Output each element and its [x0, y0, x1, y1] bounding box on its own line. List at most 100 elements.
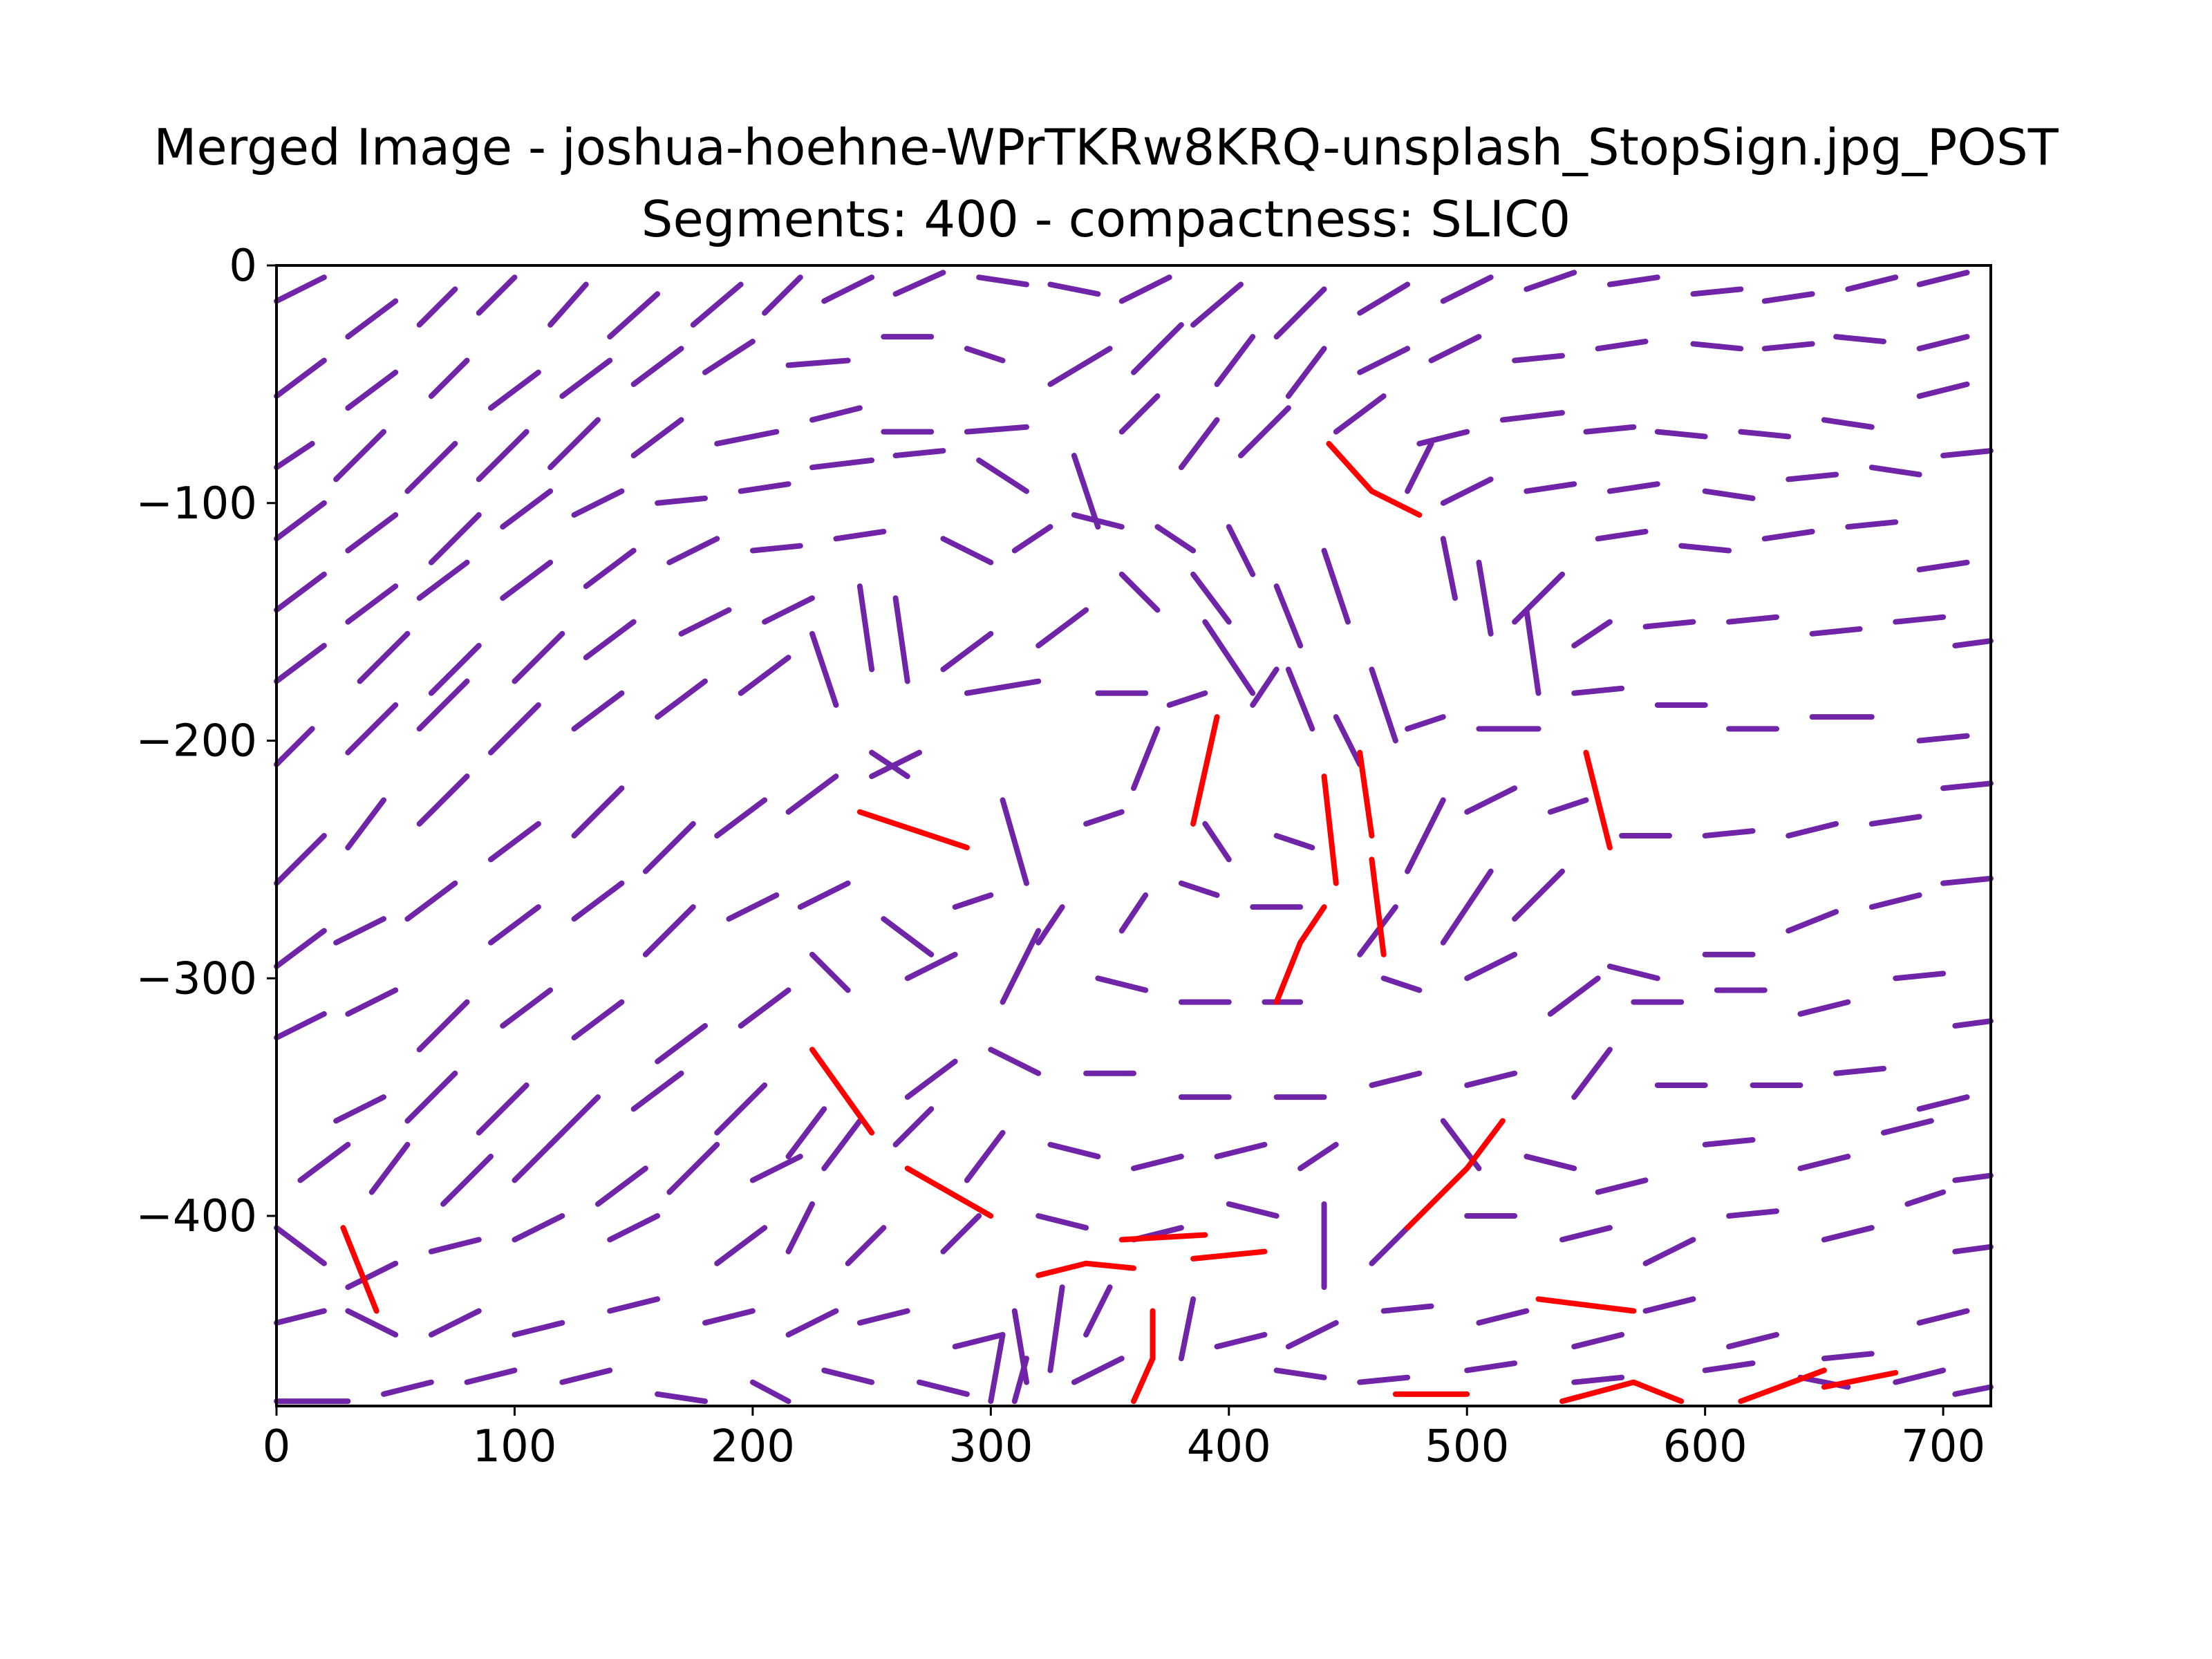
series-0-segment-90 — [345, 583, 399, 625]
series-0-segment-254 — [1797, 1154, 1851, 1172]
series-0-segment-241 — [666, 1141, 720, 1195]
series-0-segment-194 — [1868, 892, 1922, 910]
series-0-segment-172 — [1868, 814, 1922, 827]
series-0-segment-304 — [655, 1391, 708, 1405]
series-0-segment-184 — [1035, 904, 1065, 946]
series-0-segment-97 — [940, 536, 994, 565]
series-0-segment-56 — [1118, 393, 1161, 435]
series-1-segment-11 — [1405, 1118, 1506, 1231]
series-0-segment-215 — [1893, 971, 1947, 982]
series-0-segment-305 — [749, 1379, 791, 1405]
x-tick-label: 400 — [1187, 1421, 1271, 1472]
series-0-segment-81 — [1405, 440, 1434, 494]
series-1-segment-5 — [1357, 749, 1375, 838]
series-0-segment-138 — [809, 630, 839, 708]
series-0-segment-231 — [1571, 1047, 1613, 1100]
series-0-segment-193 — [1785, 909, 1839, 934]
series-1-segment-7 — [1583, 749, 1613, 851]
series-0-segment-161 — [1000, 797, 1029, 886]
series-0-segment-284 — [785, 1308, 839, 1338]
series-0-segment-181 — [797, 880, 851, 910]
series-0-segment-62 — [1583, 424, 1637, 435]
series-0-segment-10 — [976, 274, 1029, 288]
series-0-segment-22 — [1916, 270, 1970, 288]
series-0-segment-180 — [726, 892, 780, 922]
series-0-segment-285 — [856, 1308, 910, 1326]
series-0-segment-163 — [1131, 726, 1161, 791]
series-0-segment-135 — [571, 690, 625, 732]
series-0-segment-303 — [559, 1367, 613, 1385]
series-0-segment-77 — [1071, 512, 1125, 530]
series-0-segment-84 — [1606, 481, 1660, 494]
series-0-segment-67 — [274, 500, 327, 542]
series-0-segment-96 — [833, 529, 887, 542]
series-0-segment-102 — [1440, 536, 1458, 601]
series-0-segment-239 — [512, 1130, 565, 1183]
series-0-segment-170 — [1702, 828, 1756, 838]
series-0-segment-65 — [1821, 417, 1875, 430]
series-0-segment-39 — [1512, 353, 1565, 364]
series-1-segment-0 — [1326, 440, 1423, 518]
series-0-segment-179 — [642, 904, 696, 957]
series-0-segment-38 — [1428, 334, 1482, 364]
series-0-segment-20 — [1761, 291, 1815, 304]
series-0-segment-281 — [512, 1320, 565, 1338]
series-0-segment-107 — [1761, 529, 1815, 542]
series-0-segment-51 — [714, 429, 780, 447]
series-0-segment-72 — [655, 495, 708, 506]
series-0-segment-299 — [1916, 1308, 1970, 1326]
series-0-segment-276 — [1904, 1189, 1947, 1207]
series-0-segment-59 — [1333, 393, 1387, 435]
series-0-segment-66 — [1916, 381, 1970, 400]
series-0-segment-155 — [488, 821, 541, 863]
series-0-segment-29 — [702, 339, 756, 375]
series-0-segment-202 — [738, 987, 791, 1029]
y-tick-label: 0 — [229, 241, 257, 292]
series-0-segment-236 — [297, 1141, 351, 1183]
series-0-segment-5 — [607, 291, 661, 340]
series-0-segment-188 — [1357, 904, 1398, 957]
series-0-segment-167 — [1464, 785, 1518, 815]
series-0-segment-292 — [1285, 1320, 1339, 1350]
series-0-segment-252 — [1595, 1177, 1649, 1195]
series-0-segment-290 — [1178, 1296, 1197, 1362]
series-0-segment-95 — [749, 543, 803, 554]
series-1-segment-6 — [1369, 856, 1387, 957]
series-0-segment-260 — [512, 1213, 565, 1243]
plot-lines — [274, 270, 1994, 1405]
series-0-segment-210 — [1464, 951, 1518, 982]
x-tick-label: 0 — [263, 1421, 291, 1472]
series-0-segment-60 — [1416, 429, 1470, 447]
series-0-segment-225 — [988, 1047, 1042, 1076]
series-0-segment-224 — [904, 1058, 958, 1100]
series-0-segment-143 — [1250, 666, 1280, 708]
series-0-segment-115 — [678, 607, 732, 637]
series-0-segment-88 — [1940, 448, 1994, 458]
series-0-segment-218 — [404, 1070, 458, 1124]
series-0-segment-282 — [607, 1296, 661, 1314]
series-0-segment-216 — [1952, 1018, 1994, 1029]
series-0-segment-242 — [749, 1154, 803, 1183]
series-0-segment-137 — [738, 655, 791, 696]
series-0-segment-101 — [1321, 547, 1351, 625]
series-0-segment-266 — [1035, 1213, 1089, 1231]
series-0-segment-63 — [1654, 429, 1708, 440]
series-0-segment-42 — [1761, 341, 1815, 352]
series-0-segment-80 — [1273, 583, 1304, 648]
series-0-segment-157 — [642, 821, 696, 874]
series-1-segment-9 — [904, 1165, 994, 1219]
series-0-segment-243 — [821, 1118, 863, 1172]
series-0-segment-219 — [476, 1082, 529, 1136]
y-tick-label: −200 — [135, 716, 257, 767]
series-0-segment-214 — [1797, 999, 1851, 1017]
series-0-segment-46 — [333, 429, 386, 482]
x-tick-label: 100 — [472, 1421, 556, 1472]
series-0-segment-160 — [869, 749, 922, 780]
series-0-segment-118 — [892, 595, 910, 684]
series-0-segment-7 — [762, 274, 803, 316]
series-0-segment-142 — [1166, 690, 1208, 708]
series-0-segment-248 — [1214, 1141, 1268, 1160]
series-0-segment-19 — [1690, 286, 1744, 297]
series-0-segment-4 — [547, 281, 589, 328]
series-0-segment-70 — [500, 488, 554, 530]
